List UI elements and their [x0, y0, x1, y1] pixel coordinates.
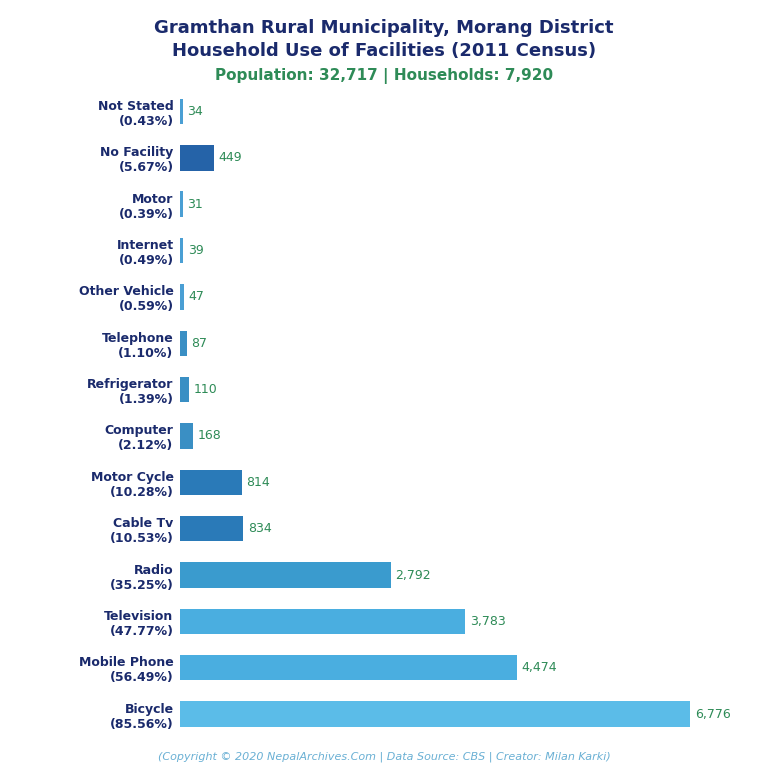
- Bar: [180, 701, 690, 727]
- Text: 834: 834: [248, 522, 272, 535]
- Bar: [180, 284, 184, 310]
- Bar: [180, 238, 184, 263]
- Bar: [180, 655, 517, 680]
- Bar: [180, 562, 391, 588]
- Text: Gramthan Rural Municipality, Morang District: Gramthan Rural Municipality, Morang Dist…: [154, 19, 614, 37]
- Text: Population: 32,717 | Households: 7,920: Population: 32,717 | Households: 7,920: [215, 68, 553, 84]
- Bar: [180, 145, 214, 170]
- Text: 814: 814: [247, 476, 270, 488]
- Text: 47: 47: [188, 290, 204, 303]
- Text: (Copyright © 2020 NepalArchives.Com | Data Source: CBS | Creator: Milan Karki): (Copyright © 2020 NepalArchives.Com | Da…: [157, 751, 611, 762]
- Text: 4,474: 4,474: [521, 661, 558, 674]
- Text: 110: 110: [194, 383, 217, 396]
- Bar: [180, 516, 243, 541]
- Bar: [180, 191, 183, 217]
- Bar: [180, 330, 187, 356]
- Bar: [180, 377, 189, 402]
- Text: 449: 449: [219, 151, 243, 164]
- Text: 3,783: 3,783: [470, 615, 505, 628]
- Bar: [180, 99, 183, 124]
- Bar: [180, 609, 465, 634]
- Text: 39: 39: [188, 244, 204, 257]
- Bar: [180, 423, 193, 449]
- Text: 168: 168: [197, 429, 221, 442]
- Text: Household Use of Facilities (2011 Census): Household Use of Facilities (2011 Census…: [172, 42, 596, 60]
- Text: 34: 34: [187, 105, 204, 118]
- Text: 87: 87: [191, 337, 207, 349]
- Text: 31: 31: [187, 197, 203, 210]
- Text: 6,776: 6,776: [695, 707, 730, 720]
- Text: 2,792: 2,792: [395, 568, 431, 581]
- Bar: [180, 469, 242, 495]
